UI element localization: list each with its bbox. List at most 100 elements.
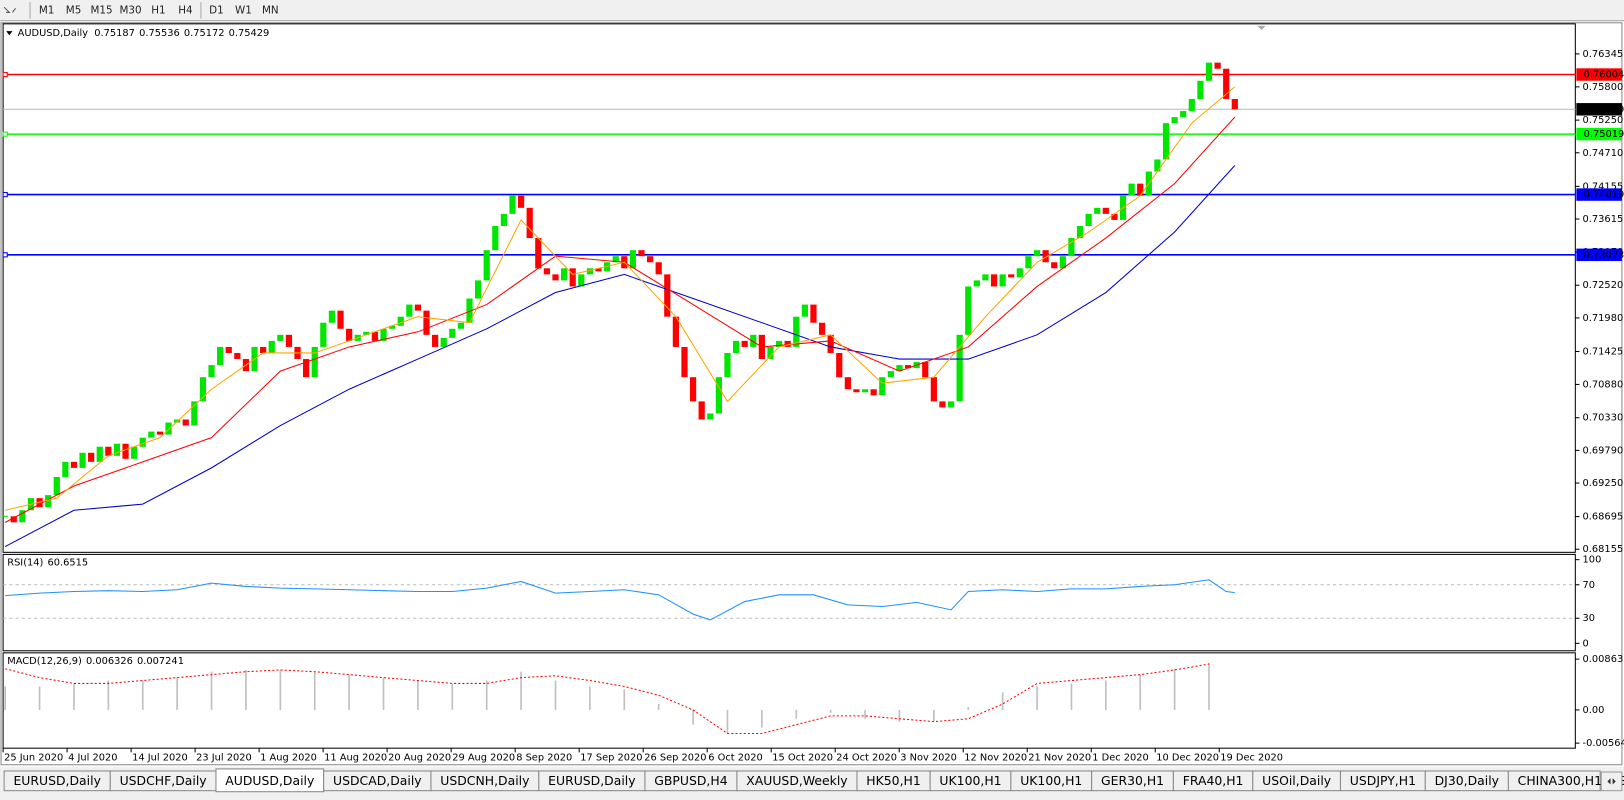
- timeframe-button[interactable]: [60, 1, 87, 19]
- level-handle[interactable]: [2, 252, 8, 258]
- x-tick-label: 11 Aug 2020: [324, 753, 387, 764]
- candle: [10, 516, 17, 523]
- candle: [810, 304, 817, 323]
- candle: [646, 256, 654, 263]
- chart-window: [0, 22, 1623, 766]
- timeframe-label[interactable]: W1: [235, 4, 252, 16]
- tab-label[interactable]: HK50,H1: [866, 773, 920, 788]
- toolbar-icon[interactable]: [3, 6, 16, 13]
- candle: [182, 419, 189, 426]
- toolbar-bg: [0, 0, 1624, 21]
- tab-label[interactable]: UK100,H1: [1020, 773, 1082, 788]
- timeframe-label[interactable]: H4: [178, 4, 192, 16]
- timeframe-button[interactable]: [171, 1, 199, 19]
- candle: [793, 316, 800, 347]
- y-tick-label: 100: [1583, 555, 1602, 566]
- tab-label[interactable]: EURUSD,Daily: [13, 773, 100, 788]
- candle: [79, 452, 86, 468]
- tab-label[interactable]: EURUSD,Daily: [548, 773, 635, 788]
- macd-bar: [1139, 674, 1142, 710]
- tab-label[interactable]: USOil,Daily: [1262, 773, 1331, 788]
- candle: [303, 359, 310, 378]
- macd-bar: [417, 680, 419, 710]
- tab-label[interactable]: XAUUSD,Weekly: [746, 773, 847, 788]
- timeframe-button[interactable]: [229, 1, 257, 19]
- timeframe-label[interactable]: M15: [90, 4, 112, 16]
- candle: [595, 268, 602, 272]
- y-tick-label: 0.74710: [1583, 148, 1624, 159]
- timeframe-button[interactable]: [145, 1, 172, 19]
- x-tick-label: 14 Jul 2020: [132, 753, 188, 764]
- timeframe-label[interactable]: D1: [209, 4, 224, 16]
- candle: [965, 286, 972, 335]
- ohlc-value: 0.75187: [94, 28, 135, 39]
- candle: [517, 195, 525, 208]
- candle: [483, 250, 490, 281]
- tab[interactable]: [1507, 770, 1601, 792]
- timeframe-label[interactable]: H1: [151, 4, 165, 16]
- timeframe-button[interactable]: [256, 1, 284, 19]
- tab-label[interactable]: FRA40,H1: [1183, 773, 1244, 788]
- candle: [191, 401, 198, 426]
- candle: [947, 401, 955, 408]
- tab-scroll[interactable]: [1600, 771, 1623, 792]
- macd-bar: [348, 674, 350, 710]
- timeframe-label[interactable]: M1: [39, 4, 55, 16]
- timeframe-label[interactable]: M5: [66, 4, 82, 16]
- tab-label[interactable]: USDJPY,H1: [1350, 773, 1416, 788]
- candle: [724, 352, 731, 378]
- candle: [1085, 213, 1092, 226]
- macd-bar: [245, 669, 247, 710]
- candle: [492, 225, 499, 251]
- candle: [715, 377, 722, 414]
- macd-bar: [1036, 686, 1038, 710]
- macd-bar: [485, 680, 488, 710]
- candle: [260, 346, 267, 353]
- timeframe-label[interactable]: M30: [119, 4, 141, 16]
- timeframe-label[interactable]: MN: [262, 4, 279, 16]
- tab-label[interactable]: GBPUSD,H4: [654, 773, 727, 788]
- tab-label[interactable]: UK100,H1: [939, 773, 1001, 788]
- candle: [1033, 250, 1041, 257]
- level-handle[interactable]: [2, 131, 8, 137]
- macd-bar: [795, 709, 798, 719]
- level-handle[interactable]: [2, 191, 8, 198]
- candle: [96, 446, 103, 462]
- symbol-menu-arrow[interactable]: [6, 31, 13, 36]
- level-handle[interactable]: [2, 71, 8, 78]
- candle: [629, 250, 636, 269]
- candle: [844, 377, 851, 390]
- y-tick-label: 0.71980: [1583, 313, 1624, 324]
- tab-label[interactable]: GER30,H1: [1101, 773, 1164, 788]
- x-tick-label: 15 Oct 2020: [772, 753, 833, 764]
- candle: [801, 304, 808, 317]
- macd-bar: [1001, 692, 1004, 710]
- candle: [380, 328, 387, 341]
- rsi-line: [5, 579, 1235, 621]
- timeframe-button[interactable]: [33, 1, 61, 19]
- tab-label[interactable]: USDCAD,Daily: [333, 773, 422, 788]
- rsi-panel: [2, 553, 1576, 652]
- tab-label[interactable]: AUDUSD,Daily: [225, 773, 314, 788]
- tab-label[interactable]: CHINA300,H1: [1518, 773, 1602, 788]
- timeframe-button[interactable]: [116, 1, 145, 19]
- chart-shift-marker[interactable]: [1257, 25, 1266, 31]
- candle: [509, 195, 516, 214]
- candle: [199, 377, 207, 402]
- y-tick-label: 0.68155: [1583, 544, 1624, 555]
- candle: [586, 268, 594, 275]
- candle: [543, 268, 551, 275]
- timeframe-button[interactable]: [87, 1, 116, 19]
- x-tick-label: 20 Aug 2020: [388, 753, 451, 764]
- tab-label[interactable]: USDCHF,Daily: [120, 773, 207, 788]
- tab-label[interactable]: USDCNH,Daily: [440, 773, 529, 788]
- candle: [861, 389, 869, 393]
- candle: [268, 340, 275, 353]
- x-tick-label: 23 Jul 2020: [196, 753, 252, 764]
- candle: [930, 377, 937, 402]
- tab-scroll-arrows[interactable]: [1607, 778, 1616, 785]
- candle: [578, 274, 585, 287]
- timeframe-button[interactable]: [203, 1, 230, 19]
- tab-label[interactable]: DJ30,Daily: [1435, 773, 1499, 788]
